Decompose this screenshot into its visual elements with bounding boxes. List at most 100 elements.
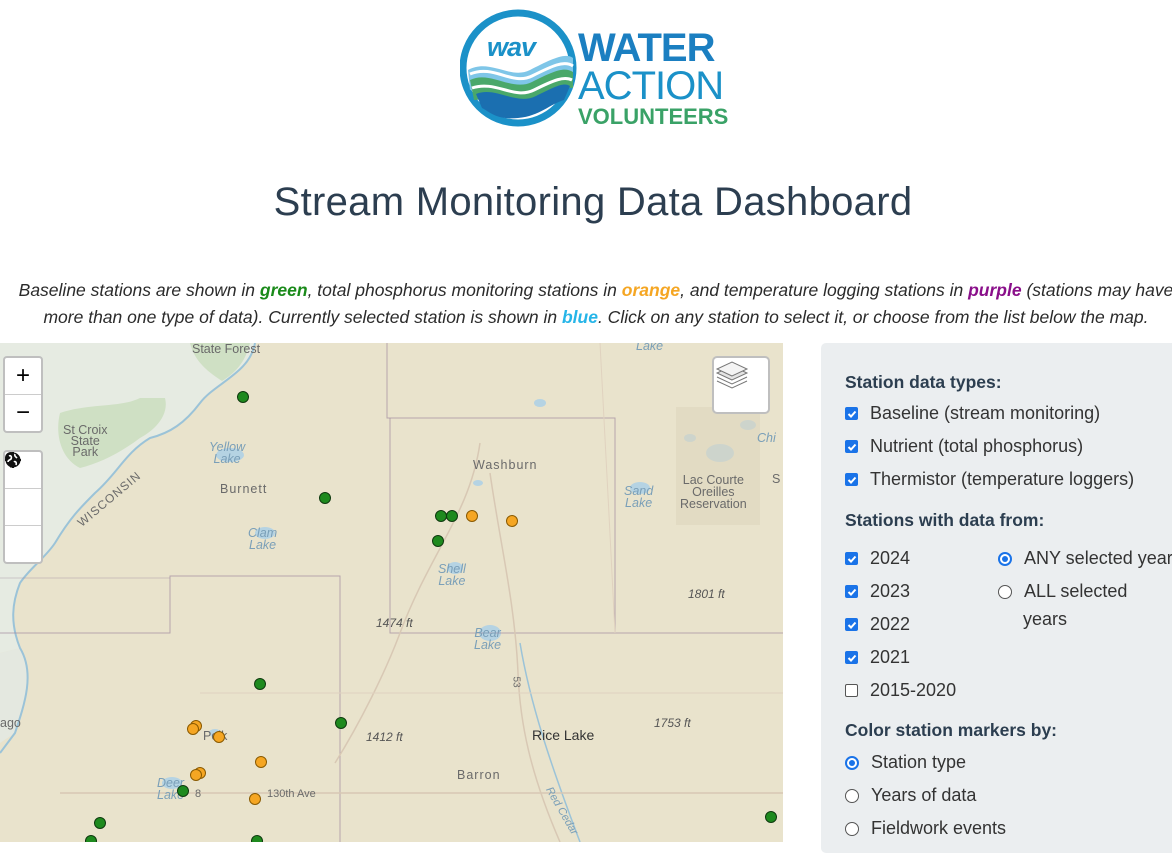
station-marker[interactable] — [506, 515, 518, 527]
globe-button[interactable] — [5, 452, 41, 562]
color-years-option[interactable]: Years of data — [845, 785, 976, 806]
map-label-clam-lake: Clam Lake — [248, 526, 278, 552]
year-2015-2020-label: 2015-2020 — [870, 680, 957, 700]
match-all-radio[interactable] — [998, 584, 1012, 599]
intro-part: (stations may have more than one type of… — [43, 280, 1172, 327]
type-nutrient-option[interactable]: Nutrient (total phosphorus) — [845, 436, 1083, 457]
color-by-heading: Color station markers by: — [845, 720, 1057, 740]
map-label-rice-lake: Rice Lake — [532, 727, 595, 743]
map-label-washburn: Washburn — [473, 458, 538, 472]
match-all-option[interactable]: ALL selected — [998, 581, 1127, 602]
location-control — [3, 450, 43, 564]
year-2015-2020-option[interactable]: 2015-2020 — [845, 680, 956, 701]
type-baseline-option[interactable]: Baseline (stream monitoring) — [845, 403, 1100, 424]
year-2023-checkbox[interactable] — [845, 585, 858, 598]
check-icon — [847, 588, 856, 596]
map-label-sand-lake: Sand Lake — [624, 484, 654, 510]
year-2023-label: 2023 — [870, 581, 911, 601]
station-marker[interactable] — [765, 811, 777, 823]
map-label-elev-1412: 1412 ft — [366, 730, 403, 744]
layers-icon — [715, 361, 749, 389]
station-marker[interactable] — [177, 785, 189, 797]
color-station-type-radio[interactable] — [845, 755, 859, 770]
year-2024-label: 2024 — [870, 548, 911, 568]
filter-panel: Station data types: Baseline (stream mon… — [821, 343, 1172, 853]
intro-orange-word: orange — [621, 280, 681, 300]
baseline-checkbox[interactable] — [845, 407, 858, 420]
wav-logo[interactable]: wav WATER ACTION VOLUNTEERS — [460, 8, 740, 132]
layers-button[interactable] — [712, 356, 770, 414]
map-label-yellow-lake: Yellow Lake — [209, 440, 246, 466]
match-any-label: ANY selected year — [1024, 548, 1172, 568]
marker-button[interactable] — [5, 452, 41, 525]
check-icon — [847, 654, 856, 662]
station-marker[interactable] — [255, 756, 267, 768]
year-2015-2020-checkbox[interactable] — [845, 684, 858, 697]
logo-word-water: WATER — [578, 26, 715, 70]
zoom-out-button[interactable]: − — [5, 394, 41, 431]
logo-wav-text: wav — [487, 32, 536, 62]
intro-blue-word: blue — [561, 307, 598, 327]
map-label-st-croix-state-park: St Croix State Park — [63, 423, 108, 459]
baseline-label: Baseline (stream monitoring) — [870, 403, 1101, 423]
year-2024-option[interactable]: 2024 — [845, 548, 910, 569]
zoom-in-button[interactable]: + — [15, 362, 30, 389]
intro-part: . Click on any station to select it, or … — [597, 307, 1149, 327]
station-map[interactable]: State Forest Lake St Croix State Park WI… — [0, 343, 783, 842]
map-label-chi: Chi — [757, 431, 776, 445]
color-years-radio[interactable] — [845, 788, 859, 803]
station-marker[interactable] — [249, 793, 261, 805]
intro-text: Baseline stations are shown in green, to… — [10, 277, 1172, 331]
type-thermistor-option[interactable]: Thermistor (temperature loggers) — [845, 469, 1134, 490]
year-2022-option[interactable]: 2022 — [845, 614, 910, 635]
color-station-type-option[interactable]: Station type — [845, 752, 966, 773]
station-marker[interactable] — [213, 731, 225, 743]
station-marker[interactable] — [432, 535, 444, 547]
year-2021-checkbox[interactable] — [845, 651, 858, 664]
color-fieldwork-option[interactable]: Fieldwork events — [845, 818, 1006, 839]
map-label-road-8: 8 — [195, 788, 202, 800]
match-any-radio[interactable] — [998, 551, 1012, 566]
check-icon — [847, 555, 856, 563]
map-label-barron: Barron — [457, 768, 501, 782]
station-marker[interactable] — [319, 492, 331, 504]
map-label-lake-top: Lake — [636, 343, 664, 353]
station-marker[interactable] — [190, 769, 202, 781]
station-marker[interactable] — [237, 391, 249, 403]
intro-part: , and temperature logging stations in — [680, 280, 969, 300]
color-station-type-label: Station type — [871, 752, 967, 772]
map-label-elev-1753: 1753 ft — [654, 716, 691, 730]
station-marker[interactable] — [466, 510, 478, 522]
station-marker[interactable] — [251, 835, 263, 842]
station-marker[interactable] — [187, 723, 199, 735]
intro-purple-word: purple — [968, 280, 1022, 300]
match-any-option[interactable]: ANY selected year — [998, 548, 1172, 569]
map-label-state-forest: State Forest — [192, 343, 261, 356]
zoom-control: + − — [3, 356, 43, 433]
intro-part: Baseline stations are shown in — [18, 280, 260, 300]
match-all-label-line2: years — [1023, 609, 1068, 629]
nutrient-checkbox[interactable] — [845, 440, 858, 453]
map-label-bear-lake: Bear Lake — [474, 626, 502, 652]
map-label-shell-lake: Shell Lake — [438, 562, 466, 588]
match-all-label: ALL selected — [1024, 581, 1128, 601]
color-fieldwork-radio[interactable] — [845, 821, 859, 836]
color-years-label: Years of data — [871, 785, 977, 805]
station-types-heading: Station data types: — [845, 372, 1002, 392]
check-icon — [847, 410, 856, 418]
station-marker[interactable] — [446, 510, 458, 522]
station-marker[interactable] — [254, 678, 266, 690]
thermistor-label: Thermistor (temperature loggers) — [870, 469, 1135, 489]
thermistor-checkbox[interactable] — [845, 473, 858, 486]
intro-green-word: green — [259, 280, 308, 300]
station-marker[interactable] — [85, 835, 97, 842]
year-2021-option[interactable]: 2021 — [845, 647, 910, 668]
station-marker[interactable] — [335, 717, 347, 729]
map-label-ago: ago — [0, 716, 21, 730]
year-2024-checkbox[interactable] — [845, 552, 858, 565]
year-2023-option[interactable]: 2023 — [845, 581, 910, 602]
station-marker[interactable] — [94, 817, 106, 829]
year-2022-checkbox[interactable] — [845, 618, 858, 631]
map-label-130th-ave: 130th Ave — [267, 788, 316, 800]
map-label-road-53: 53 — [510, 676, 522, 688]
